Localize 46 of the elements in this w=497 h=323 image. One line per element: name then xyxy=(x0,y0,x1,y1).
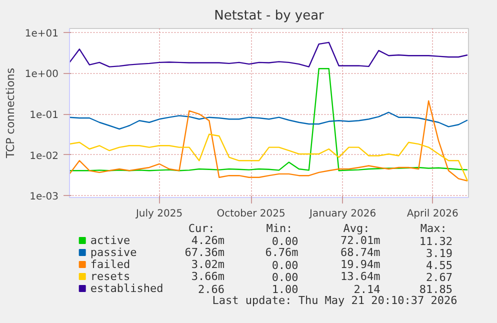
x-tick-label: April 2026 xyxy=(406,208,458,220)
chart-title: Netstat - by year xyxy=(214,8,325,24)
text: 2.67 xyxy=(426,271,452,284)
legend-label: established xyxy=(90,282,164,295)
text: 2.14 xyxy=(354,283,381,296)
text: 0.00 xyxy=(272,259,298,272)
line-series xyxy=(70,42,468,68)
text: 72.01m xyxy=(340,234,381,247)
text: 0.00 xyxy=(272,271,298,284)
text: 67.36m xyxy=(184,246,225,259)
text: 4.55 xyxy=(426,259,452,272)
text: 1.00 xyxy=(272,283,298,296)
y-tick-label: 1e-01 xyxy=(30,110,59,122)
line-series xyxy=(70,112,468,130)
text: 3.66m xyxy=(191,270,225,283)
text: Cur: xyxy=(188,222,215,235)
text: 11.32 xyxy=(419,235,452,248)
text: 68.74m xyxy=(340,246,381,259)
text: 6.76m xyxy=(265,246,299,259)
legend-label: resets xyxy=(90,270,130,283)
legend-label: passive xyxy=(90,246,137,259)
line-series xyxy=(70,68,468,172)
y-axis-title: TCP connections xyxy=(4,68,17,160)
text: 0.00 xyxy=(272,235,298,248)
y-tick-label: 1e-02 xyxy=(30,150,59,162)
y-tick-label: 1e+01 xyxy=(24,28,59,40)
y-tick-label: 1e+00 xyxy=(24,69,59,80)
text: Avg: xyxy=(343,222,370,235)
line-series xyxy=(70,134,468,182)
text: 4.26m xyxy=(191,234,225,247)
y-tick-label: 1e-03 xyxy=(30,192,59,203)
text: 19.94m xyxy=(340,258,381,271)
text: Max: xyxy=(420,222,447,235)
text: Last update: Thu May 21 20:10:37 2026 xyxy=(212,294,458,307)
text: 3.19 xyxy=(426,247,452,260)
text: 13.64m xyxy=(340,270,381,283)
text: Min: xyxy=(266,222,293,235)
x-tick-label: January 2026 xyxy=(308,208,376,220)
legend-label: active xyxy=(90,234,130,247)
x-tick-label: July 2025 xyxy=(134,208,183,220)
text: 2.66 xyxy=(198,283,224,296)
text: 3.02m xyxy=(191,258,225,271)
line-series xyxy=(70,100,468,182)
legend-label: failed xyxy=(90,258,130,271)
x-tick-label: October 2025 xyxy=(216,208,286,220)
text: 81.85 xyxy=(419,283,452,296)
